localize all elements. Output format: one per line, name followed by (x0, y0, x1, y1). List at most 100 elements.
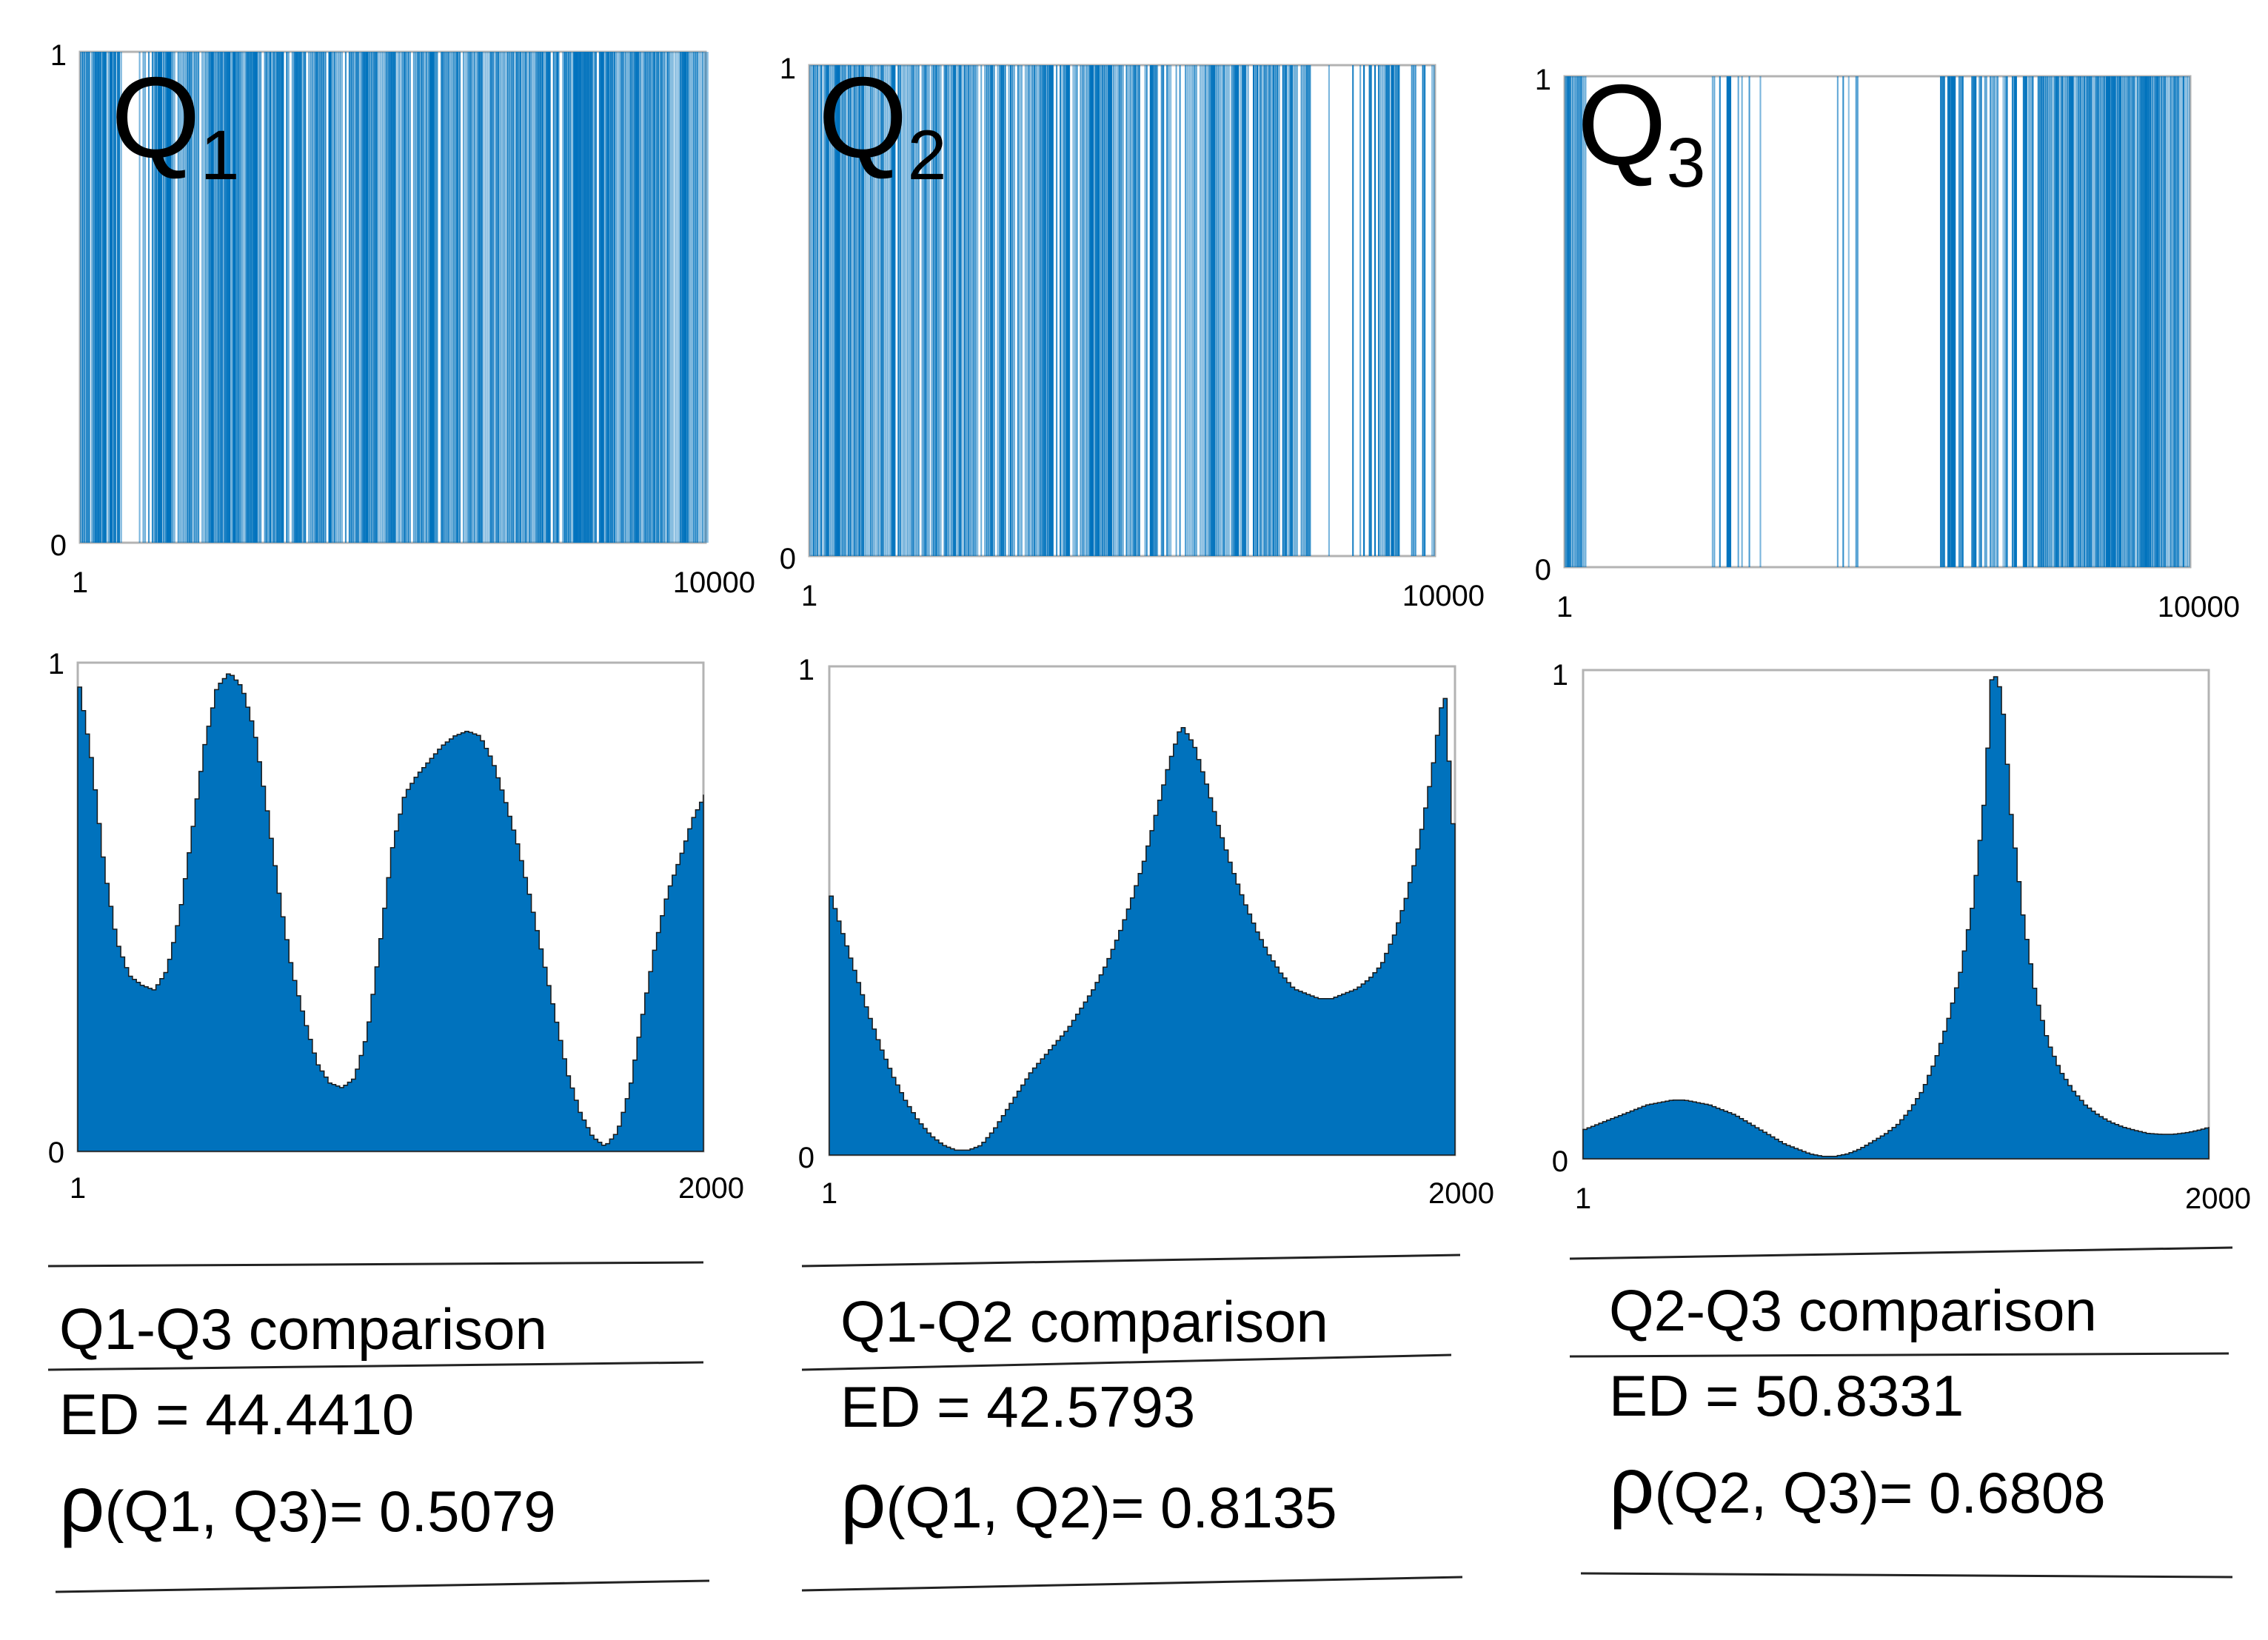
barcode-line (2024, 76, 2027, 567)
area-chart-q2-q3-y-min: 0 (1552, 1145, 1568, 1178)
barcode-line (241, 52, 244, 543)
barcode-line (2135, 76, 2137, 567)
barcode-line (853, 65, 855, 556)
barcode-line (967, 65, 969, 556)
barcode-line (389, 52, 391, 543)
barcode-line (2078, 76, 2080, 567)
barcode-line (952, 65, 957, 556)
barcode-line (177, 52, 179, 543)
barcode-line (567, 52, 569, 543)
barcode-line (931, 65, 933, 556)
barcode-line (923, 65, 927, 556)
barcode-line (308, 52, 310, 543)
barcode-line (643, 52, 646, 543)
barcode-line (940, 65, 942, 556)
barcode-line (1291, 65, 1294, 556)
stats-q1-q2-rho-text: (Q1, Q2)= 0.8135 (886, 1475, 1337, 1540)
barcode-line (1573, 76, 1579, 567)
barcode-line (370, 52, 372, 543)
barcode-line (1975, 76, 1977, 567)
barcode-line (312, 52, 314, 543)
barcode-line (1134, 65, 1137, 556)
barcode-line (2146, 76, 2148, 567)
barcode-line (1002, 65, 1005, 556)
barcode-line (676, 52, 678, 543)
barcode-line (100, 52, 102, 543)
area-chart-q2-q3-y-max: 1 (1552, 659, 1568, 692)
barcode-line (698, 52, 700, 543)
barcode-line (820, 65, 823, 556)
barcode-line (663, 52, 665, 543)
barcode-line (659, 52, 663, 543)
barcode-line (1961, 76, 1964, 567)
stats-q2-q3-rule-bottom (1580, 1572, 2233, 1579)
barcode-line (335, 52, 338, 543)
barcode-line (702, 52, 704, 543)
barcode-line (2032, 76, 2034, 567)
barcode-line (2166, 76, 2168, 567)
barcode-line (655, 52, 660, 543)
barcode-line (116, 52, 120, 543)
stats-q2-q3-title: Q2-Q3 comparison (1609, 1278, 2097, 1343)
barcode-line (272, 52, 275, 543)
barcode-line (899, 65, 901, 556)
barcode-line (324, 52, 327, 543)
barcode-line (1105, 65, 1108, 556)
barcode-line (1151, 65, 1155, 556)
barcode-line (486, 52, 489, 543)
barcode-line (692, 52, 695, 543)
barcode-line (107, 52, 110, 543)
barcode-line (1359, 65, 1362, 556)
barcode-line (2100, 76, 2102, 567)
barcode-line (945, 65, 948, 556)
barcode-line (1585, 76, 1587, 567)
barcode-line (378, 52, 380, 543)
barcode-line (1277, 65, 1279, 556)
barcode-line (811, 65, 813, 556)
barcode-line (282, 52, 284, 543)
barcode-line (2120, 76, 2122, 567)
barcode-line (1031, 65, 1034, 556)
barcode-line (2101, 76, 2105, 567)
barcode-line (1978, 76, 1982, 567)
barcode-line (488, 52, 492, 543)
barcode-line (365, 52, 369, 543)
barcode-line (1973, 76, 1976, 567)
barcode-line (249, 52, 251, 543)
barcode-line (2050, 76, 2053, 567)
barcode-line (635, 52, 638, 543)
barcode-line (864, 65, 866, 556)
barcode-line (855, 65, 857, 556)
top-panel-q2-label-sub: 2 (908, 116, 947, 195)
barcode-line (932, 65, 934, 556)
barcode-line (529, 52, 531, 543)
area-chart-q1-q2: 1 0 1 2000 (798, 654, 1494, 1210)
barcode-line (319, 52, 321, 543)
barcode-line (2063, 76, 2065, 567)
stats-q1-q2-title: Q1-Q2 comparison (840, 1289, 1328, 1354)
barcode-line (503, 52, 505, 543)
barcode-line (1013, 65, 1015, 556)
top-panel-q2-label: Q2 (818, 53, 946, 195)
barcode-line (457, 52, 459, 543)
barcode-line (1719, 76, 1721, 567)
barcode-line (700, 52, 702, 543)
barcode-line (897, 65, 900, 556)
barcode-line (949, 65, 951, 556)
barcode-line (2122, 76, 2124, 567)
barcode-line (575, 52, 577, 543)
barcode-line (153, 52, 157, 543)
barcode-line (212, 52, 215, 543)
barcode-line (2144, 76, 2150, 567)
barcode-line (1063, 65, 1066, 556)
barcode-line (1034, 65, 1036, 556)
barcode-line (540, 52, 543, 543)
barcode-line (549, 52, 551, 543)
barcode-line (582, 52, 584, 543)
barcode-line (1109, 65, 1111, 556)
barcode-line (914, 65, 916, 556)
barcode-line (538, 52, 542, 543)
barcode-line (917, 65, 920, 556)
barcode-line (670, 52, 674, 543)
top-panel-q3-x-max: 10000 (2158, 591, 2240, 623)
